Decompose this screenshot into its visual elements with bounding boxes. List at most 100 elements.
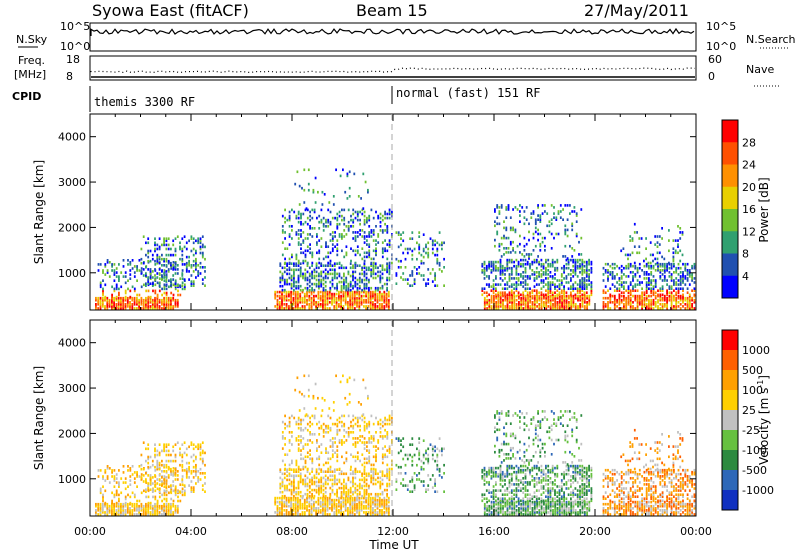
power-cell [356, 231, 359, 234]
power-cell [513, 260, 515, 264]
power-cell [154, 296, 156, 300]
power-cell [379, 229, 382, 232]
power-cell [648, 298, 650, 302]
power-cell [316, 243, 318, 246]
power-cell [413, 282, 416, 285]
velocity-cell [324, 513, 327, 516]
velocity-cell [358, 482, 361, 486]
power-cell [106, 269, 109, 272]
power-cell [688, 303, 691, 306]
velocity-cell [181, 443, 184, 446]
velocity-cell [300, 453, 302, 456]
power-cell [511, 296, 513, 300]
velocity-cell [363, 478, 366, 482]
power-cell [495, 293, 497, 297]
power-cell [623, 305, 625, 308]
power-cell [501, 271, 504, 274]
power-cell [625, 289, 628, 292]
power-cell [348, 195, 351, 198]
power-cell [387, 303, 390, 306]
power-cell [490, 285, 493, 288]
power-cell [124, 289, 127, 293]
power-cell [204, 270, 206, 273]
power-cell [158, 257, 161, 261]
power-cell [536, 305, 538, 308]
power-cell [179, 293, 182, 297]
power-cell [488, 277, 490, 280]
power-cell [679, 266, 682, 270]
power-cell [113, 269, 116, 272]
velocity-cell [367, 498, 370, 502]
power-cell [377, 270, 379, 274]
velocity-cell [338, 439, 341, 442]
power-cell [336, 212, 339, 216]
power-cell [167, 259, 170, 263]
power-cell [331, 292, 333, 296]
velocity-cell [278, 507, 281, 510]
velocity-cell [197, 480, 200, 483]
power-cell [147, 249, 150, 253]
velocity-cell [285, 502, 288, 506]
power-cell [158, 255, 161, 259]
velocity-cell [358, 509, 361, 512]
velocity-cell [308, 494, 311, 498]
power-cell [174, 266, 177, 269]
velocity-cell [297, 439, 300, 442]
power-cell [368, 251, 371, 255]
power-cell [318, 286, 320, 290]
power-cell [411, 231, 414, 234]
power-cell [650, 301, 653, 304]
power-cell [97, 296, 100, 300]
power-cell [413, 278, 416, 281]
power-cell [648, 287, 650, 290]
power-cell [558, 291, 561, 294]
power-cell [531, 301, 534, 304]
power-cell [422, 233, 425, 236]
power-cell [165, 291, 168, 295]
power-cell [531, 307, 534, 310]
velocity-cell [365, 500, 367, 504]
velocity-cell [279, 468, 282, 471]
power-cell [309, 251, 311, 255]
power-cell [495, 269, 497, 272]
velocity-cell [115, 481, 118, 484]
velocity-cell [327, 476, 329, 480]
velocity-cell [297, 422, 300, 426]
power-cell [572, 271, 575, 274]
velocity-cell [328, 513, 331, 516]
power-cell [320, 245, 323, 248]
velocity-cell [315, 507, 317, 510]
power-cell [581, 289, 584, 292]
power-cell [537, 238, 539, 242]
power-cell [374, 307, 377, 310]
power-cell [343, 284, 345, 288]
velocity-cell [304, 480, 307, 484]
power-panel-frame [89, 113, 697, 311]
power-cell [327, 251, 330, 255]
power-cell [368, 243, 371, 246]
power-cell [570, 296, 573, 300]
power-cell [531, 269, 534, 272]
power-cell [279, 276, 282, 280]
power-cell [365, 278, 368, 282]
velocity-cell [386, 494, 388, 498]
power-cell [387, 305, 390, 308]
velocity-cell [340, 511, 342, 514]
power-cell [490, 301, 493, 304]
power-cell [276, 307, 279, 310]
power-cell [666, 269, 668, 272]
power-cell [297, 284, 300, 288]
power-cell [358, 301, 361, 304]
power-cell [500, 204, 503, 207]
power-cell [309, 247, 311, 250]
velocity-cell [331, 470, 334, 473]
power-cell [367, 292, 370, 296]
power-cell [363, 294, 365, 298]
power-cell [524, 305, 527, 308]
power-cell [590, 289, 593, 292]
power-cell [192, 247, 195, 251]
velocity-cell [349, 490, 352, 494]
power-cell [165, 239, 168, 243]
power-cell [352, 270, 354, 274]
power-cell [328, 307, 331, 310]
